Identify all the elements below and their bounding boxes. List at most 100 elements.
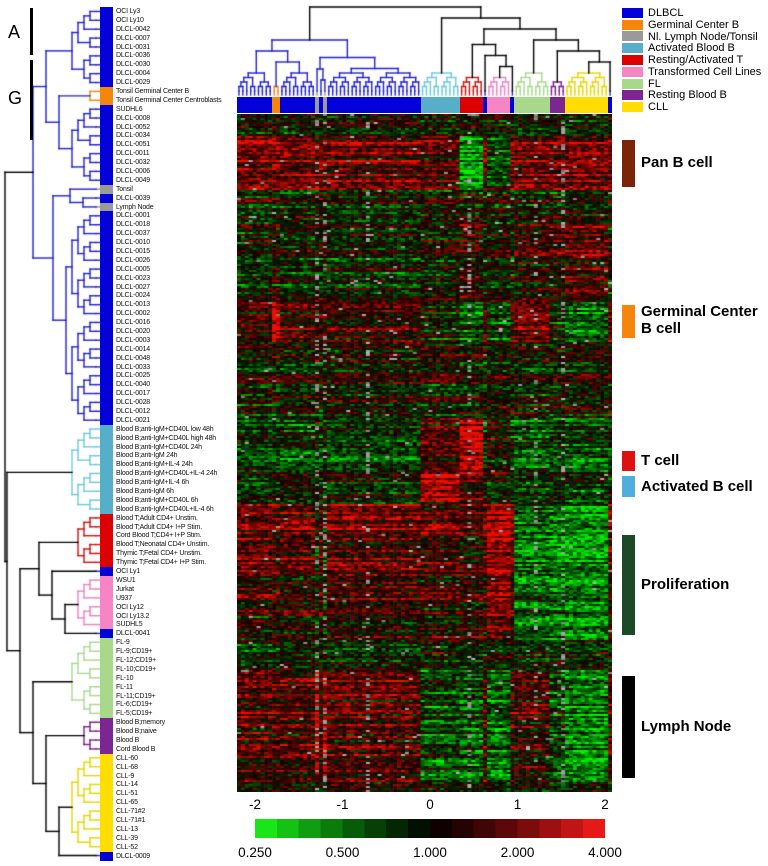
- sample-label: DLCL-0020: [116, 328, 150, 335]
- sample-category-chip: [100, 175, 113, 185]
- sample-label: Tonsil: [116, 185, 133, 193]
- sample-category-chip: [100, 487, 113, 496]
- sample-label: CLL-52: [116, 843, 138, 851]
- sample-label: Blood B: [116, 736, 140, 744]
- sample-category-chip: [100, 602, 113, 612]
- column-category-segment: [330, 97, 335, 113]
- sample-category-chip: [100, 469, 113, 479]
- gene-band-label: T cell: [641, 452, 680, 470]
- sample-category-chip: [100, 318, 113, 328]
- sample-label: Jurkat: [116, 585, 134, 593]
- sample-category-chip: [100, 771, 113, 781]
- sample-label: DLCL-0025: [116, 372, 150, 380]
- column-category-segment: [424, 97, 429, 113]
- column-category-segment: [526, 97, 530, 113]
- column-category-segment: [502, 97, 507, 113]
- gene-band-bar: [622, 676, 635, 778]
- subgroup-label-a: A: [8, 22, 21, 42]
- sample-label: DLCL-0040: [116, 381, 150, 389]
- sample-category-chip: [100, 327, 113, 336]
- sample-category-chip: [100, 664, 113, 674]
- legend-label: Transformed Cell Lines: [648, 65, 762, 78]
- legend-swatch: [622, 43, 643, 54]
- legend-label: DLBCL: [648, 6, 684, 19]
- sample-category-chip: [100, 415, 113, 425]
- sample-category-chip: [100, 460, 113, 470]
- column-category-segment: [342, 97, 347, 113]
- column-category-segment: [580, 97, 585, 113]
- sample-label: DLCL-0023: [116, 274, 150, 282]
- sample-label: DLCL-0015: [116, 247, 150, 255]
- sample-category-bar: [100, 7, 113, 861]
- sample-category-chip: [100, 220, 113, 230]
- sample-label: Blood B;anti-IgM 6h: [116, 488, 174, 496]
- sample-category-chip: [100, 78, 113, 88]
- column-category-segment: [584, 97, 589, 113]
- sample-label: DLCL-0027: [116, 283, 150, 291]
- column-category-segment: [518, 97, 523, 113]
- sample-label: WSU1: [116, 576, 136, 584]
- sample-category-chip: [100, 69, 113, 79]
- column-category-segment: [463, 97, 468, 113]
- column-category-segment: [604, 97, 609, 113]
- column-category-segment: [592, 97, 597, 113]
- subgroup-bracket-a: [30, 8, 33, 55]
- column-category-segment: [362, 97, 366, 113]
- column-category-segment: [565, 97, 570, 113]
- sample-category-chip: [100, 335, 113, 345]
- sample-label: OCI Ly10: [116, 16, 144, 24]
- sample-label: Blood B;anti-IgM+CD40L+IL-4 24h: [116, 470, 218, 478]
- sample-category-chip: [100, 158, 113, 168]
- sample-category-chip: [100, 540, 113, 550]
- sample-category-chip: [100, 798, 113, 808]
- sample-category-chip: [100, 407, 113, 416]
- column-category-segment: [326, 97, 331, 113]
- sample-category-chip: [100, 478, 113, 488]
- sample-label: Blood T;Adult CD4+ I+P Stim.: [116, 523, 202, 531]
- column-category-segment: [404, 97, 409, 113]
- legend-label: CLL: [648, 101, 669, 114]
- column-category-segment: [498, 97, 503, 113]
- scale-tick-fold: 1.000: [413, 845, 447, 860]
- sample-label: Blood B;naive: [116, 728, 157, 736]
- sample-category-chip: [100, 593, 113, 603]
- column-category-segment: [522, 97, 527, 113]
- column-category-segment: [447, 97, 452, 113]
- column-category-segment: [397, 97, 402, 113]
- column-category-segment: [334, 97, 339, 113]
- column-category-segment: [272, 97, 277, 113]
- sample-category-chip: [100, 656, 113, 665]
- column-category-segment: [276, 97, 280, 113]
- sample-category-chip: [100, 398, 113, 408]
- sample-category-chip: [100, 273, 113, 283]
- column-category-segment: [600, 97, 605, 113]
- column-category-segment: [494, 97, 499, 113]
- sample-label: FL-9;CD19+: [116, 648, 153, 656]
- sample-label: Blood B;memory: [116, 719, 165, 727]
- sample-label: DLCL-0012: [116, 408, 150, 416]
- sample-category-chip: [100, 247, 113, 256]
- scale-tick-fold: 2.000: [500, 845, 535, 860]
- column-category-segment: [514, 97, 519, 113]
- column-category-segment: [451, 97, 456, 113]
- column-category-segment: [240, 97, 245, 113]
- sample-label: DLCL-0036: [116, 52, 150, 60]
- sample-label: DLCL-0017: [116, 390, 150, 398]
- sample-label: CLL-71#2: [116, 808, 146, 816]
- column-category-segment: [596, 97, 601, 113]
- sample-label: DLCL-0016: [116, 319, 150, 327]
- legend-swatch: [622, 66, 643, 77]
- gene-band-bar: [622, 139, 635, 188]
- sample-category-chip: [100, 229, 113, 239]
- column-category-segment: [479, 97, 484, 113]
- legend-label: Activated Blood B: [648, 42, 735, 55]
- sample-category-chip: [100, 673, 113, 683]
- sample-label: CLL-14: [116, 781, 138, 789]
- sample-category-chip: [100, 682, 113, 692]
- column-category-segment: [490, 97, 495, 113]
- column-category-segment: [354, 97, 359, 113]
- sample-category-chip: [100, 353, 113, 363]
- legend-swatch: [622, 7, 643, 18]
- sample-category-chip: [100, 700, 113, 710]
- sample-label: DLCL-0030: [116, 61, 150, 69]
